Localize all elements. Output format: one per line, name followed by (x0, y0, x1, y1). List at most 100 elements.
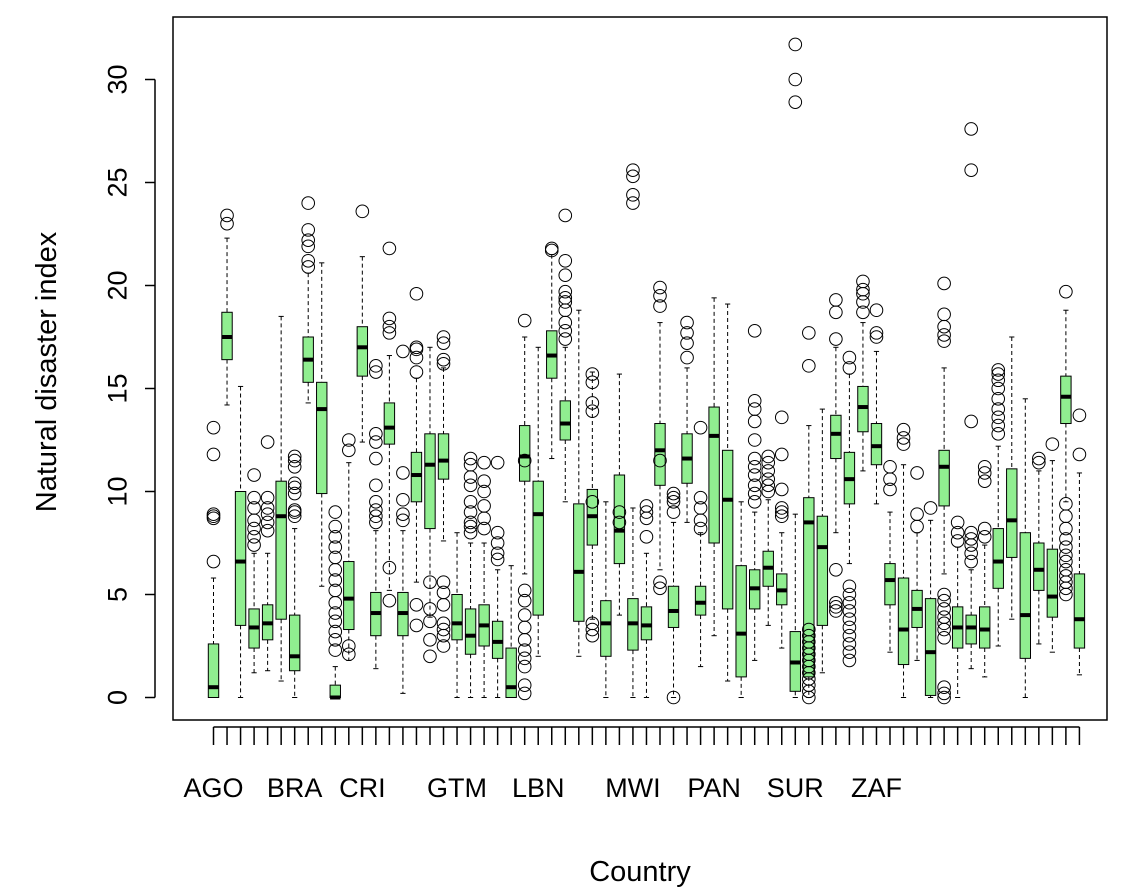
outlier-point (666, 690, 681, 705)
outlier-point (328, 606, 343, 620)
outlier-point (1059, 548, 1073, 563)
outlier-point (964, 163, 978, 177)
outlier-point (463, 478, 478, 493)
outlier-point (206, 447, 221, 462)
outlier-point (517, 678, 532, 692)
outlier-point (260, 507, 275, 521)
box (356, 326, 369, 377)
box-group (463, 451, 478, 698)
box-group (708, 297, 720, 637)
outlier-point (382, 560, 397, 575)
outlier-point (653, 280, 667, 295)
outlier-point (436, 575, 451, 589)
outlier-point (544, 241, 559, 256)
outlier-point (206, 554, 221, 569)
outlier-point (829, 293, 843, 307)
box-group (1032, 451, 1046, 645)
box (965, 614, 977, 645)
outlier-point (436, 352, 451, 367)
box-group (747, 324, 762, 661)
outlier-point (977, 466, 992, 480)
plot-frame (172, 16, 1108, 721)
box (316, 381, 328, 495)
box (275, 480, 287, 620)
outlier-point (301, 239, 316, 254)
outlier-point (206, 420, 221, 435)
outlier-point (842, 653, 857, 668)
outlier-point (490, 525, 505, 540)
outlier-point (463, 505, 478, 519)
outlier-point (423, 649, 437, 664)
box-group (774, 410, 789, 649)
outlier-point (206, 507, 221, 521)
outlier-point (693, 420, 708, 435)
outlier-point (937, 616, 951, 631)
outlier-point (842, 645, 857, 659)
y-axis-title: Natural disaster index (31, 231, 63, 512)
box-group (735, 501, 747, 698)
outlier-point (666, 486, 681, 501)
outlier-point (382, 326, 397, 340)
outlier-point (287, 509, 302, 524)
outlier-point (761, 455, 776, 470)
outlier-point (423, 575, 437, 589)
outlier-point (287, 476, 302, 491)
outlier-point (585, 622, 600, 637)
outlier-point (639, 505, 654, 519)
outlier-point (287, 459, 302, 474)
outlier-point (490, 546, 505, 561)
outlier-point (964, 554, 978, 569)
outlier-point (1059, 540, 1073, 554)
box-series (206, 37, 1087, 705)
outlier-point (977, 521, 992, 536)
outlier-point (896, 431, 911, 445)
outlier-point (558, 291, 573, 305)
x-axis-title: Country (589, 856, 691, 888)
box (343, 561, 355, 631)
outlier-point (977, 474, 992, 489)
outlier-point (991, 367, 1006, 381)
box-group (910, 466, 924, 661)
box (884, 563, 896, 606)
box-group (693, 420, 708, 668)
outlier-point (436, 585, 451, 600)
outlier-point (693, 490, 708, 505)
outlier-point (585, 495, 600, 509)
outlier-point (490, 552, 505, 567)
outlier-point (463, 470, 478, 484)
box-group (369, 359, 383, 670)
outlier-point (869, 330, 884, 344)
box-group (991, 363, 1006, 647)
outlier-point (409, 618, 424, 633)
outlier-point (463, 457, 478, 472)
outlier-point (774, 501, 789, 515)
box-group (600, 501, 612, 698)
box (721, 449, 734, 610)
box-group (937, 276, 951, 705)
outlier-point (856, 282, 870, 297)
outlier-point (260, 515, 275, 530)
outlier-point (680, 350, 694, 365)
outlier-point (382, 241, 397, 256)
outlier-point (666, 495, 681, 509)
outlier-point (991, 363, 1006, 377)
outlier-point (463, 515, 478, 530)
box (803, 497, 815, 678)
outlier-point (301, 233, 316, 247)
box (437, 433, 450, 480)
x-tick-label: LBN (512, 773, 565, 803)
box (613, 474, 626, 565)
outlier-point (328, 505, 343, 519)
outlier-point (653, 289, 667, 303)
outlier-point (382, 593, 397, 608)
outlier-point (517, 620, 532, 635)
outlier-point (328, 643, 343, 657)
outlier-point (409, 350, 424, 365)
outlier-point (436, 330, 451, 344)
box-group (788, 37, 803, 698)
outlier-point (964, 122, 978, 136)
outlier-point (842, 620, 857, 635)
outlier-point (260, 435, 275, 449)
x-tick-label: GTM (427, 773, 487, 803)
outlier-point (585, 375, 600, 390)
